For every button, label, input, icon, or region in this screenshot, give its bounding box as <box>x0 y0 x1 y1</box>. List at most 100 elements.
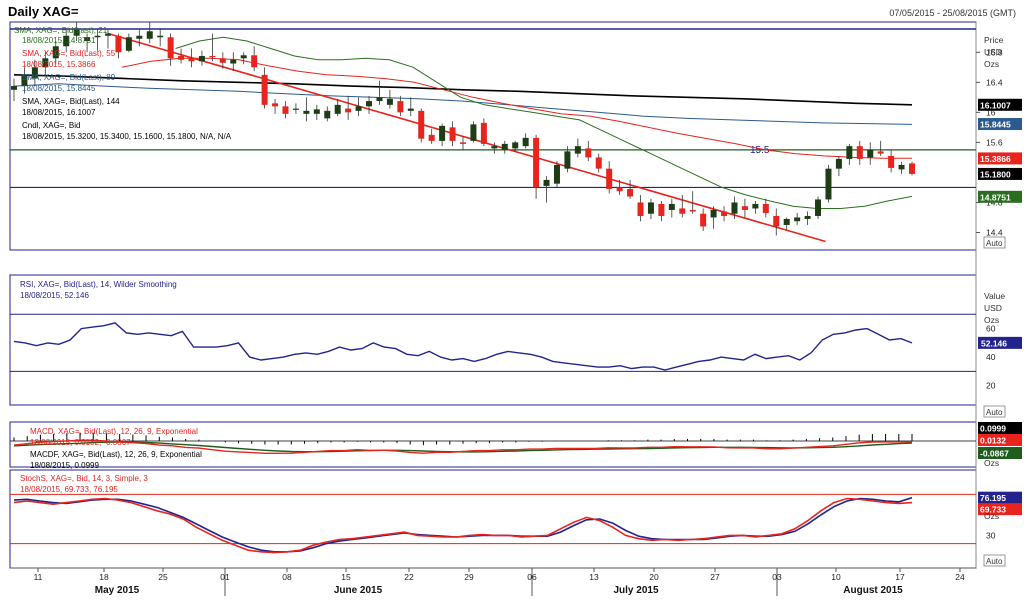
macd-legend-value: 18/08/2015, 0.0132, -0.0867 <box>30 438 131 447</box>
candle-body <box>84 37 91 42</box>
candle <box>146 22 153 44</box>
candle-body <box>251 55 258 68</box>
candle <box>21 67 28 94</box>
candle <box>104 29 111 49</box>
price-auto-button[interactable]: Auto <box>983 236 1006 249</box>
candle-body <box>512 142 519 149</box>
candle <box>574 138 581 158</box>
candle <box>783 217 790 230</box>
candle-body <box>491 146 498 149</box>
candle-body <box>564 151 571 169</box>
time-tick-label: 17 <box>895 572 905 582</box>
candle-body <box>533 137 540 188</box>
price-value-label: 15.3866 <box>978 152 1022 165</box>
time-tick-label: 13 <box>589 572 599 582</box>
candle <box>501 140 508 154</box>
candle <box>668 198 675 218</box>
candle <box>188 48 195 68</box>
macdf-legend: MACDF, XAG=, Bid(Last), 12, 26, 9, Expon… <box>30 450 202 459</box>
candle-body <box>606 168 613 189</box>
price-value-box <box>978 98 1022 111</box>
candle <box>418 108 425 143</box>
price-value-box <box>978 118 1022 131</box>
legend-sma21: SMA, XAG=, Bid(Last), 21 <box>14 26 108 35</box>
macd-axis-title: Ozs <box>984 458 999 468</box>
candle <box>345 95 352 120</box>
candle <box>553 161 560 188</box>
candle <box>616 179 623 195</box>
candle <box>136 29 143 47</box>
legend-sma21-value: 18/08/2015, 14.8751 <box>22 36 96 45</box>
candle <box>84 33 91 53</box>
candle-body <box>261 74 268 105</box>
right-axis <box>976 22 1024 568</box>
candle-body <box>407 108 414 111</box>
candle-body <box>63 35 70 47</box>
candle-body <box>773 215 780 227</box>
candle <box>856 140 863 165</box>
candle-body <box>846 146 853 159</box>
candle-body <box>209 56 216 58</box>
candle-body <box>355 106 362 111</box>
candle <box>522 133 529 149</box>
candle <box>209 33 216 62</box>
legend-sma89-value: 18/08/2015, 15.8445 <box>22 84 96 93</box>
rsi-axis-title-3: Ozs <box>984 315 999 325</box>
candle-body <box>313 109 320 114</box>
candle <box>741 198 748 218</box>
price-value-label: 16.1007 <box>978 98 1022 111</box>
macd-layer: 0.0999 0.0132 -0.0867 <box>10 422 1022 459</box>
time-tick-label: 27 <box>710 572 720 582</box>
macd-legend: MACD, XAG=, Bid(Last), 12, 26, 9, Expone… <box>30 427 198 436</box>
candle-body <box>616 187 623 192</box>
price-value-box <box>978 152 1022 165</box>
macd-value-box <box>978 447 1022 459</box>
stoch-plot-area <box>9 469 977 569</box>
time-tick-label: 22 <box>404 572 414 582</box>
price-tick-label: 14.4 <box>986 227 1003 237</box>
candle <box>710 206 717 229</box>
price-value-text: 15.8445 <box>980 120 1011 130</box>
candle-body <box>470 124 477 141</box>
candle <box>334 98 341 117</box>
stoch-auto-button[interactable]: Auto <box>983 554 1006 567</box>
sma89-line <box>13 83 913 125</box>
candle <box>658 200 665 222</box>
candle-body <box>501 143 508 150</box>
candle-body <box>31 67 38 79</box>
candle-body <box>282 106 289 114</box>
candle-body <box>867 149 874 158</box>
macd-value-text: 0.0999 <box>980 424 1006 434</box>
candle <box>219 52 226 69</box>
candle-body <box>334 104 341 114</box>
candle-body <box>741 206 748 210</box>
candle <box>564 146 571 173</box>
candle-body <box>21 74 28 87</box>
legend-sma89: SMA, XAG=, Bid(Last), 89 <box>22 73 116 82</box>
candle-body <box>115 35 122 53</box>
candle <box>470 121 477 143</box>
candle <box>397 95 404 117</box>
candle <box>731 196 738 219</box>
candle-body <box>460 142 466 144</box>
stoch-legend-value: 18/08/2015, 69.733, 76.195 <box>20 485 118 494</box>
candle <box>543 176 550 203</box>
candle-body <box>721 211 728 216</box>
time-tick-label: 25 <box>158 572 168 582</box>
candle-body <box>710 209 717 218</box>
rsi-tick-label: 40 <box>986 352 996 362</box>
candle <box>428 128 435 144</box>
candle <box>721 206 728 222</box>
candle <box>480 118 487 147</box>
price-axis-title-3: Ozs <box>984 59 999 69</box>
candle <box>261 67 268 109</box>
legend-sma144-value: 18/08/2015, 16.1007 <box>22 108 96 117</box>
rsi-auto-button[interactable]: Auto <box>983 405 1006 418</box>
candle <box>439 123 446 147</box>
candle <box>240 52 247 65</box>
candle <box>313 104 320 120</box>
candle-body <box>731 202 738 214</box>
candle-body <box>230 59 237 64</box>
rsi-auto-label: Auto <box>986 408 1003 417</box>
